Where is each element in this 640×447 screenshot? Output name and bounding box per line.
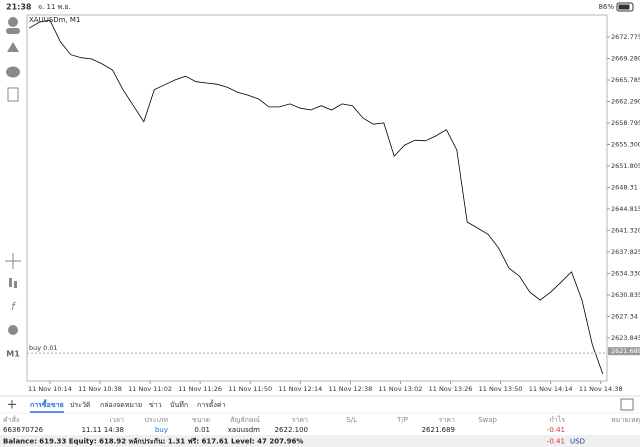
chart-title: XAUUSDm, M1 xyxy=(29,16,80,24)
battery-fill xyxy=(618,4,630,10)
x-tick-label: 11 Nov 10:14 xyxy=(28,385,72,393)
account-icon[interactable] xyxy=(8,17,18,27)
tab[interactable]: กล่องจดหมาย xyxy=(100,401,142,409)
y-tick-label: 2627.34 xyxy=(611,312,638,320)
battery-icon xyxy=(616,2,634,12)
order-cell: 2622.100 xyxy=(275,426,308,434)
tab[interactable]: การตั้งค่า xyxy=(197,398,226,409)
x-tick-label: 11 Nov 14:38 xyxy=(579,385,623,393)
timeframe-button[interactable]: M1 xyxy=(6,350,20,359)
y-tick-label: 2630.835 xyxy=(611,291,640,299)
column-header: Swap xyxy=(478,416,497,424)
trade-icon[interactable] xyxy=(7,42,19,52)
y-tick-label: 2623.845 xyxy=(611,334,640,342)
candles-icon[interactable] xyxy=(9,278,12,287)
y-tick-label: 2637.825 xyxy=(611,248,640,256)
order-cell: 2621.689 xyxy=(422,426,455,434)
chat-icon[interactable] xyxy=(6,66,20,78)
x-tick-label: 11 Nov 11:50 xyxy=(228,385,272,393)
y-tick-label: 2658.795 xyxy=(611,119,640,127)
order-cell: 0.01 xyxy=(194,426,210,434)
x-tick-label: 11 Nov 13:50 xyxy=(479,385,523,393)
current-price-label: 2621.689 xyxy=(611,347,640,355)
column-header: ขนาด xyxy=(192,416,210,424)
order-label: buy 0.01 xyxy=(29,344,58,352)
column-header: หมายเหตุ xyxy=(611,416,640,424)
crosshair-icon[interactable] xyxy=(5,253,21,269)
order-cell: 663670726 xyxy=(3,426,44,434)
add-icon[interactable] xyxy=(7,87,19,102)
status-date: จ. 11 พ.ย. xyxy=(38,3,71,11)
order-cell: -0.41 xyxy=(547,426,565,434)
tab[interactable]: การซื้อขาย xyxy=(30,398,64,409)
status-time: 21:38 xyxy=(6,3,32,12)
column-header: กำไร xyxy=(550,415,566,424)
candles-icon-2 xyxy=(14,281,17,288)
x-tick-label: 11 Nov 11:26 xyxy=(178,385,222,393)
add-button[interactable]: + xyxy=(7,398,18,413)
balance-total: -0.41 xyxy=(547,438,565,446)
x-tick-label: 11 Nov 12:38 xyxy=(328,385,372,393)
column-header: ราคา xyxy=(439,416,455,424)
price-line xyxy=(28,19,604,375)
y-tick-label: 2662.290 xyxy=(611,97,640,105)
tab[interactable]: บันทึก xyxy=(170,400,188,409)
order-cell: xauusdm xyxy=(228,426,260,434)
toolbar: f M1 xyxy=(5,17,21,359)
column-header: S/L xyxy=(346,416,357,424)
y-tick-label: 2669.280 xyxy=(611,54,640,62)
layout-icon[interactable] xyxy=(620,398,634,411)
order-cell: 11.11 14:38 xyxy=(82,426,124,434)
column-header: สัญลักษณ์ xyxy=(230,416,260,424)
tab[interactable]: ประวัติ xyxy=(70,401,91,409)
column-header: เวลา xyxy=(109,416,124,424)
balance-text: Balance: 619.33 Equity: 618.92 หลักประกั… xyxy=(3,438,303,446)
x-tick-label: 11 Nov 14:14 xyxy=(529,385,573,393)
y-tick-label: 2665.785 xyxy=(611,76,640,84)
chart-frame xyxy=(26,14,608,382)
tab[interactable]: ข่าว xyxy=(149,401,162,409)
account-icon-base xyxy=(6,28,20,34)
x-tick-label: 11 Nov 12:14 xyxy=(278,385,322,393)
column-header: คำสั่ง xyxy=(3,415,19,424)
order-cell: buy xyxy=(155,426,168,434)
y-tick-label: 2672.775 xyxy=(611,33,640,41)
x-tick-label: 11 Nov 13:26 xyxy=(429,385,473,393)
y-tick-label: 2648.31 xyxy=(611,183,638,191)
y-tick-label: 2634.330 xyxy=(611,269,640,277)
y-tick-label: 2641.320 xyxy=(611,226,640,234)
column-header: ราคา xyxy=(292,416,308,424)
y-tick-label: 2655.300 xyxy=(611,140,640,148)
x-tick-label: 11 Nov 10:38 xyxy=(78,385,122,393)
x-tick-label: 11 Nov 11:02 xyxy=(128,385,172,393)
column-header: T/P xyxy=(396,416,408,424)
objects-icon[interactable] xyxy=(8,325,18,335)
current-price-box xyxy=(608,347,640,356)
y-tick-label: 2651.805 xyxy=(611,162,640,170)
battery-level: 86% xyxy=(598,3,614,11)
x-tick-label: 11 Nov 13:02 xyxy=(379,385,423,393)
y-tick-label: 2644.815 xyxy=(611,205,640,213)
column-header: ประเภท xyxy=(144,416,168,424)
balance-bar xyxy=(0,435,640,447)
indicator-icon[interactable]: f xyxy=(11,300,17,313)
balance-currency: USD xyxy=(570,438,585,446)
